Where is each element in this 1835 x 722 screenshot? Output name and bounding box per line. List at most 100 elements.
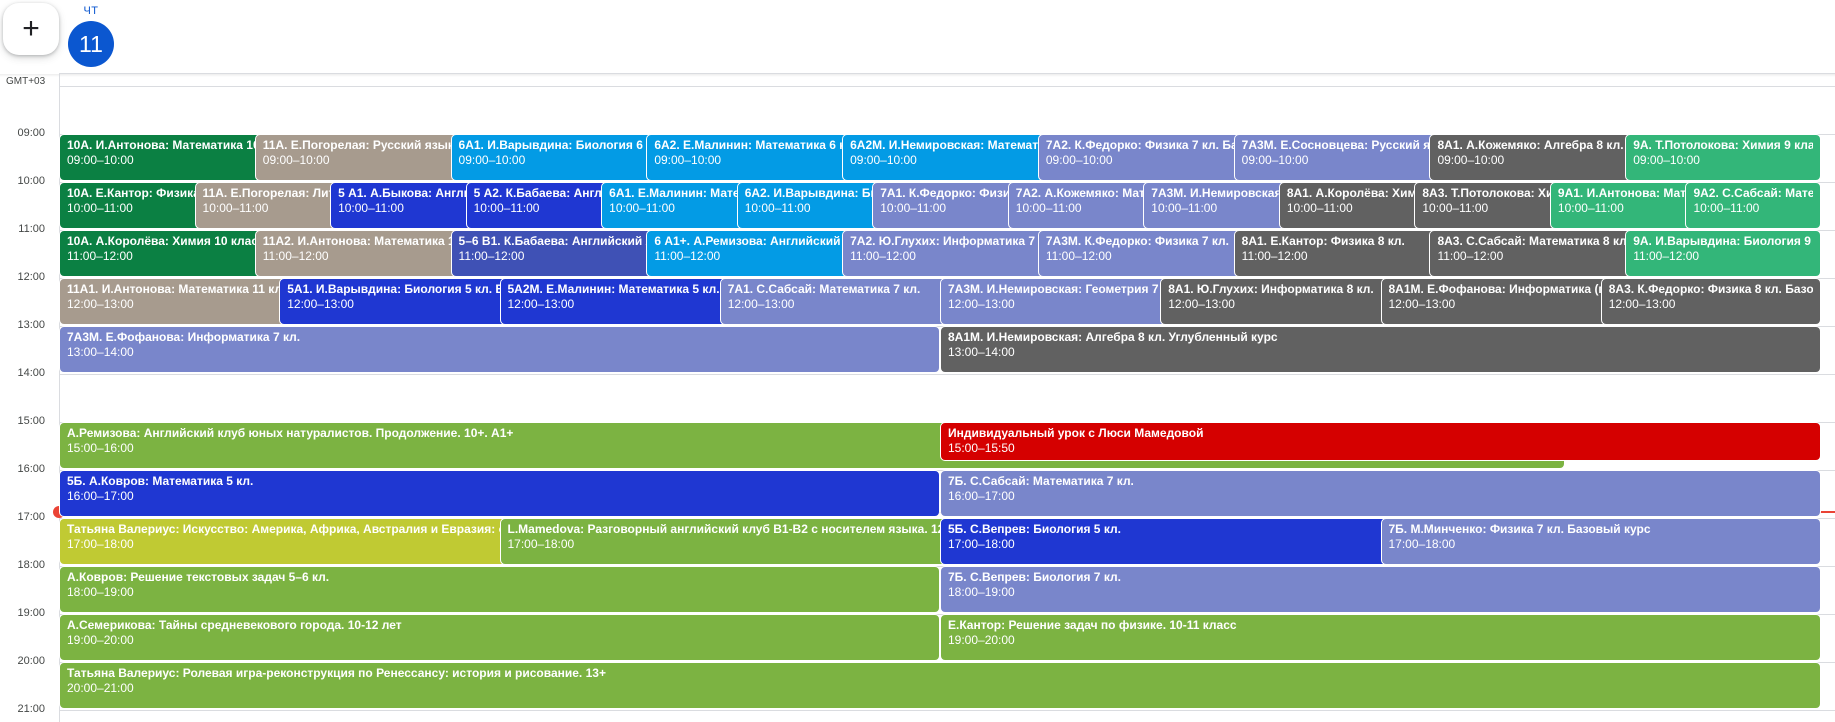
event-time: 12:00–13:00 <box>507 297 575 311</box>
event-time: 12:00–13:00 <box>67 297 134 311</box>
event-time: 10:00–11:00 <box>1557 201 1624 215</box>
timezone-label: GMT+03 <box>6 76 46 87</box>
event-time: 09:00–10:00 <box>1633 153 1700 167</box>
event-time: 11:00–12:00 <box>1045 249 1112 263</box>
event-title: 6А1. И.Варывдина: Биология 6 кл. <box>458 138 664 152</box>
calendar-event[interactable]: Е.Кантор: Решение задач по физике. 10-11… <box>940 614 1821 661</box>
day-of-week-label: ЧТ <box>83 5 99 17</box>
hour-label: 18:00 <box>17 559 45 571</box>
plus-icon: + <box>22 12 40 45</box>
event-time: 09:00–10:00 <box>850 153 917 167</box>
event-title: 5А2М. Е.Малинин: Математика 5 кл. <box>507 282 720 296</box>
event-time: 10:00–11:00 <box>1286 201 1353 215</box>
calendar-event[interactable]: Индивидуальный урок с Люси Мамедовой 15:0… <box>940 422 1821 461</box>
event-time: 10:00–11:00 <box>1422 201 1489 215</box>
calendar-event[interactable]: 5Б. А.Ковров: Математика 5 кл. 16:00–17:0… <box>59 470 940 517</box>
hour-label: 21:00 <box>17 703 45 715</box>
calendar-event[interactable]: Татьяна Валериус: Ролевая игра-реконстру… <box>59 662 1821 709</box>
event-title: А.Ремизова: Английский клуб юных натурал… <box>67 426 514 440</box>
event-time: 13:00–14:00 <box>67 345 134 359</box>
event-title: 7А3М. К.Федорко: Физика 7 кл. <box>1045 234 1230 248</box>
event-title: 7Б. М.Минченко: Физика 7 кл. Базовый кур… <box>1388 522 1651 536</box>
event-time: 09:00–10:00 <box>458 153 526 167</box>
event-time: 12:00–13:00 <box>948 297 1015 311</box>
hour-label: 20:00 <box>17 655 45 667</box>
event-time: 11:00–12:00 <box>67 249 133 263</box>
event-title: 8А1. А.Кожемяко: Алгебра 8 кл. <box>1437 138 1624 152</box>
event-time: 09:00–10:00 <box>1241 153 1309 167</box>
calendar-event[interactable]: А.Семерикова: Тайны средневекового город… <box>59 614 940 661</box>
day-number-button[interactable]: 11 <box>68 21 114 67</box>
hour-label: 09:00 <box>17 127 45 139</box>
calendar-event[interactable]: 7А3М. Е.Фофанова: Информатика 7 кл. 13:00… <box>59 326 940 373</box>
event-time: 17:00–18:00 <box>507 537 575 551</box>
event-title: 7А3М. Е.Фофанова: Информатика 7 кл. <box>67 330 301 344</box>
event-time: 10:00–11:00 <box>1151 201 1218 215</box>
event-title: 9А. И.Варывдина: Биология 9 кл. <box>1633 234 1813 248</box>
event-title: А.Семерикова: Тайны средневекового город… <box>67 618 402 632</box>
header-shadow <box>0 74 1835 77</box>
event-time: 11:00–12:00 <box>262 249 329 263</box>
hour-label: 19:00 <box>17 607 45 619</box>
hour-gridline <box>59 374 1835 375</box>
event-time: 20:00–21:00 <box>67 681 134 695</box>
calendar-event[interactable]: 9А. И.Варывдина: Биология 9 кл. 11:00–12:… <box>1625 230 1821 277</box>
event-time: 10:00–11:00 <box>67 201 133 215</box>
calendar-event[interactable]: 9А. Т.Потолокова: Химия 9 класс 09:00–10:… <box>1625 134 1821 181</box>
time-gutter-divider <box>59 74 60 722</box>
event-title: 11А2. И.Антонова: Математика 11 кл. <box>262 234 482 248</box>
event-title: 6 А1+. А.Ремизова: Английский язык 6 кл. <box>654 234 904 248</box>
event-time: 10:00–11:00 <box>609 201 675 215</box>
event-time: 18:00–19:00 <box>67 585 134 599</box>
event-time: 10:00–11:00 <box>473 201 540 215</box>
calendar-event[interactable]: 9А2. С.Сабсай: Математика 9 кл.10:00–11:… <box>1685 182 1821 229</box>
event-time: 17:00–18:00 <box>1388 537 1456 551</box>
header-divider <box>59 73 1835 74</box>
calendar-event[interactable]: 7Б. С.Вепрев: Биология 7 кл. 18:00–19:00 <box>940 566 1821 613</box>
day-header: + ЧТ 11 <box>0 0 1835 74</box>
event-title: Е.Кантор: Решение задач по физике. 10-11… <box>948 618 1237 632</box>
event-time: 13:00–14:00 <box>948 345 1015 359</box>
event-title: L.Mamedova: Разговорный английский клуб … <box>507 522 952 536</box>
event-title: 7Б. С.Сабсай: Математика 7 кл. <box>948 474 1134 488</box>
calendar-event[interactable]: 7Б. М.Минченко: Физика 7 кл. Базовый кур… <box>1380 518 1821 565</box>
event-time: 09:00–10:00 <box>1437 153 1505 167</box>
event-title: 6А2М. И.Немировская: Математика 6 кл. <box>850 138 1089 152</box>
event-time: 16:00–17:00 <box>948 489 1015 503</box>
event-time: 11:00–12:00 <box>1241 249 1308 263</box>
event-title: 8А1. Е.Кантор: Физика 8 кл. <box>1241 234 1405 248</box>
event-title: 7А3М. И.Немировская: Геометрия 7 кл. <box>948 282 1179 296</box>
event-title: 9А2. С.Сабсай: Математика 9 кл. <box>1693 186 1813 200</box>
event-title: 7А3М. Е.Сосновцева: Русский язык 7 кл. <box>1241 138 1483 152</box>
event-title: 5Б. А.Ковров: Математика 5 кл. <box>67 474 254 488</box>
event-title: 7А1. С.Сабсай: Математика 7 кл. <box>727 282 921 296</box>
event-time: 10:00–11:00 <box>202 201 269 215</box>
event-time: 10:00–11:00 <box>338 201 404 215</box>
calendar-event[interactable]: 8А1М. И.Немировская: Алгебра 8 кл. Углуб… <box>940 326 1821 373</box>
event-title: Татьяна Валериус: Ролевая игра-реконстру… <box>67 666 606 680</box>
event-title: 8А3. К.Федорко: Физика 8 кл. Базовый кур… <box>1608 282 1813 296</box>
hour-gridline <box>59 86 1835 87</box>
event-time: 12:00–13:00 <box>1388 297 1456 311</box>
event-time: 12:00–13:00 <box>727 297 795 311</box>
calendar-event[interactable]: 7Б. С.Сабсай: Математика 7 кл. 16:00–17:0… <box>940 470 1821 517</box>
event-time: 11:00–12:00 <box>1437 249 1504 263</box>
event-time: 12:00–13:00 <box>1608 297 1676 311</box>
event-time: 11:00–12:00 <box>1633 249 1700 263</box>
create-event-button[interactable]: + <box>3 3 59 55</box>
event-title: Индивидуальный урок с Люси Мамедовой <box>948 426 1204 440</box>
event-time: 10:00–11:00 <box>744 201 811 215</box>
event-title: 11А1. И.Антонова: Математика 11 кл. <box>67 282 286 296</box>
event-title: 7Б. С.Вепрев: Биология 7 кл. <box>948 570 1121 584</box>
hour-label: 17:00 <box>17 511 45 523</box>
hour-gridline <box>59 710 1835 711</box>
event-time: 10:00–11:00 <box>1015 201 1082 215</box>
event-time: 11:00–12:00 <box>850 249 916 263</box>
event-title: 10А. Е.Кантор: Физика 10 кл. <box>67 186 237 200</box>
event-time: 09:00–10:00 <box>67 153 134 167</box>
calendar-event[interactable]: А.Ковров: Решение текстовых задач 5–6 кл… <box>59 566 940 613</box>
calendar-event[interactable]: 8А3. К.Федорко: Физика 8 кл. Базовый кур… <box>1600 278 1821 325</box>
event-title: 11А. Е.Погорелая: Русский язык 11 кл. <box>262 138 491 152</box>
event-time: 15:00–15:50 <box>948 441 1015 455</box>
event-title: 8А3. С.Сабсай: Математика 8 кл. <box>1437 234 1631 248</box>
